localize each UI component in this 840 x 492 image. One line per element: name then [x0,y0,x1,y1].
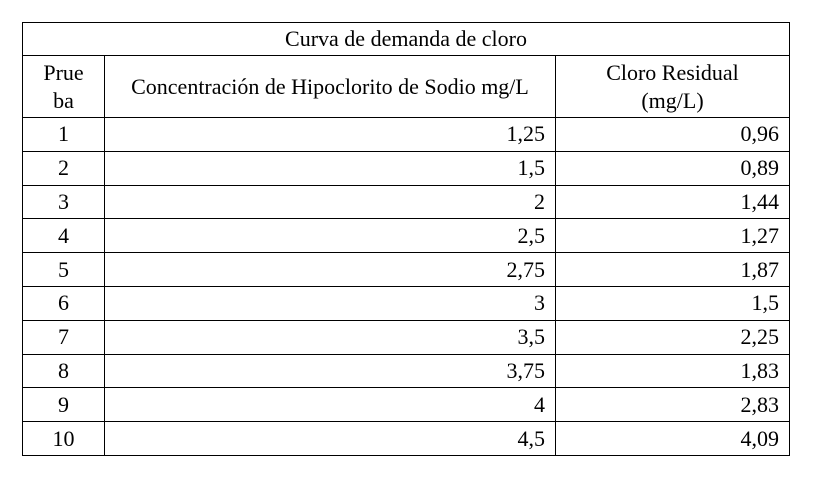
table-cell: 3 [22,184,105,220]
data-row: 1 1,25 0,96 [22,117,790,152]
table-cell: 1 [22,117,105,152]
table-cell: 0,89 [555,150,790,186]
header-text: Concentración de Hipoclorito de Sodio mg… [131,73,529,99]
table-cell: 5 [22,252,105,287]
title-row: Curva de demanda de cloro [22,22,790,56]
table-cell: 8 [22,353,105,389]
data-row: 4 2,5 1,27 [22,218,790,254]
header-cell: Prueba [22,55,105,118]
table-cell: 3 [104,285,556,321]
data-row: 9 4 2,83 [22,387,790,423]
table-cell: 1,5 [104,150,556,186]
data-table: Curva de demanda de cloro Prueba Concent… [22,22,790,456]
table-cell: 2,83 [555,387,790,423]
data-row: 7 3,5 2,25 [22,319,790,355]
data-row: 2 1,5 0,89 [22,150,790,186]
table-title: Curva de demanda de cloro [22,22,790,56]
table-cell: 7 [22,319,105,355]
table-cell: 2,5 [104,218,556,254]
table-cell: 4 [22,218,105,254]
table-cell: 3,75 [104,353,556,389]
table-cell: 1,27 [555,218,790,254]
table-cell: 9 [22,387,105,423]
header-text: Prueba [43,59,84,113]
table-cell: 2,25 [555,319,790,355]
header-cell: Cloro Residual (mg/L) [555,55,790,118]
table-cell: 4,5 [104,421,556,456]
table-cell: 2 [22,150,105,186]
table-cell: 4 [104,387,556,423]
data-row: 5 2,75 1,87 [22,252,790,287]
table-cell: 1,83 [555,353,790,389]
table-cell: 1,87 [555,252,790,287]
table-cell: 1,25 [104,117,556,152]
data-row: 8 3,75 1,83 [22,353,790,389]
table-cell: 1,44 [555,184,790,220]
data-row: 10 4,5 4,09 [22,421,790,456]
table-cell: 6 [22,285,105,321]
header-row: Prueba Concentración de Hipoclorito de S… [22,55,790,118]
header-text: Cloro Residual (mg/L) [606,59,739,113]
data-row: 3 2 1,44 [22,184,790,220]
header-cell: Concentración de Hipoclorito de Sodio mg… [104,55,556,118]
table-cell: 0,96 [555,117,790,152]
table-cell: 2 [104,184,556,220]
data-row: 6 3 1,5 [22,285,790,321]
table-cell: 4,09 [555,421,790,456]
table-cell: 2,75 [104,252,556,287]
table-body: Curva de demanda de cloro Prueba Concent… [22,22,790,456]
table-cell: 10 [22,421,105,456]
table-cell: 3,5 [104,319,556,355]
table-cell: 1,5 [555,285,790,321]
